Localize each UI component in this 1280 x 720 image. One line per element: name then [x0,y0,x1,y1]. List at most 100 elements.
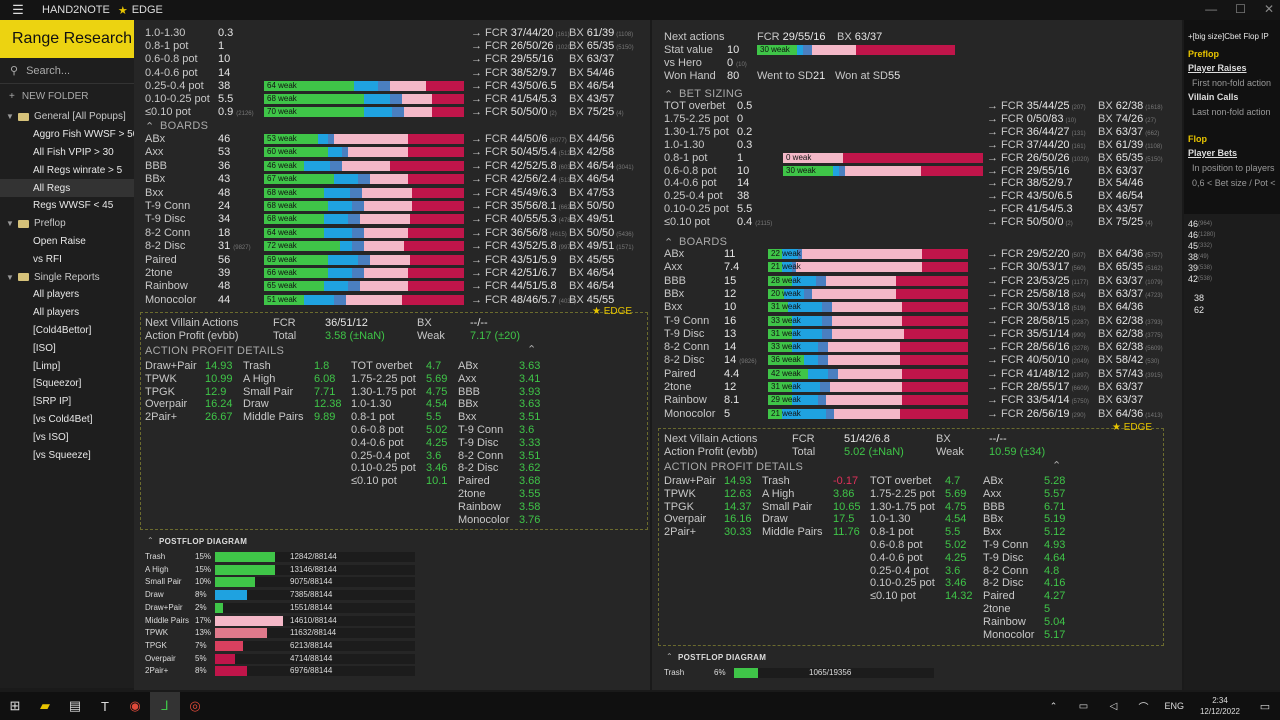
app-title: HAND2NOTE [42,4,110,16]
bar-segment [334,294,346,305]
stat-value: 18 [218,227,230,240]
sample-size: (10) [1065,117,1077,124]
minimize-button[interactable]: — [1205,2,1218,16]
nva-fcr-label: FCR [792,433,815,445]
search-input[interactable]: Search... [26,64,71,77]
bar-segment [264,254,328,265]
bx-value: 74/26 [1115,112,1144,125]
apd-value: 4.27 [1044,590,1066,603]
tradingview-icon[interactable]: T [101,698,109,714]
tree-report[interactable]: All Regs winrate > 5 [0,161,134,179]
apd-label: 0.8-1 pot [351,411,395,424]
sample-size: (6624) [558,205,576,211]
stat-value: 14 (9826) [724,354,757,367]
apd-label: Trash [762,475,790,487]
pd-fill [734,668,758,678]
new-folder-button[interactable]: + NEW FOLDER [0,84,134,108]
tree-report[interactable]: Aggro Fish WWSF > 50 [0,126,134,144]
notification-icon[interactable]: ▭ [1259,700,1271,713]
sample-size: (1020) [1071,156,1089,163]
stat-label: T-9 Disc [145,213,186,226]
chevron-up-icon[interactable]: ⌃ [145,121,155,133]
sample-size: (3278) [1071,346,1089,353]
app-icon[interactable]: ◎ [189,698,201,713]
wifi-icon[interactable]: ⌒ [1138,702,1149,714]
bx-cell: BX 65/35 (5162) [1098,261,1163,274]
menu-icon[interactable]: ☰ [12,2,24,17]
tree-report[interactable]: All Fish VPIP > 30 [0,144,134,162]
tree-report[interactable]: [vs Squeeze] [0,446,134,464]
chrome-icon[interactable]: ◉ [129,698,141,713]
bar-segment [324,281,348,292]
chevron-up-icon[interactable]: ⌃ [664,89,674,101]
notepad-icon[interactable]: ▤ [68,698,82,713]
nva-bx: --/-- [989,433,1007,445]
filter-player-bets[interactable]: Player Bets [1188,148,1238,158]
volume-icon[interactable]: ◁ [1109,700,1118,712]
tree-folder[interactable]: ▼ Single Reports [0,268,134,286]
bar-segment [902,315,968,326]
dashed-box [140,312,648,530]
tree-report[interactable]: [Squeezor] [0,375,134,393]
apd-value: 5.57 [1044,487,1066,500]
bx-label: BX [569,146,587,159]
arrow-icon: → FCR [471,280,511,293]
maximize-button[interactable]: ☐ [1235,2,1246,16]
apd-label: 2tone [458,488,486,500]
tree-report[interactable]: [Limp] [0,357,134,375]
bx-value: 58/42 [1115,354,1144,367]
apd-label: Small Pair [762,500,813,513]
fcr-cell: → FCR 45/49/6.3 [471,187,557,200]
tree-report[interactable]: [vs Cold4Bet] [0,411,134,429]
language-indicator[interactable]: ENG [1164,701,1184,711]
tree-report[interactable]: [SRP IP] [0,393,134,411]
filter-player-raises[interactable]: Player Raises [1188,63,1247,73]
bx-value: 50/50 [586,200,615,212]
chevron-up-icon[interactable]: ⌃ [527,344,537,356]
tray-chevron-icon[interactable]: ⌃ [1049,700,1058,711]
fcr-cell: → FCR 33/54/14 (5750) [987,394,1089,407]
chevron-up-icon[interactable]: ⌃ [666,652,674,661]
fcr-cell: → FCR 50/50/0 (2) [471,106,557,119]
bx-cell: BX 63/37 [569,53,614,66]
bar-label: 20 weak [771,288,801,298]
windows-start-icon[interactable]: ⊞ [9,698,21,713]
tree-report[interactable]: All Regs [0,179,134,197]
apd-label: BBx [983,513,1004,526]
arrow-icon: → FCR [987,407,1027,420]
chevron-up-icon[interactable]: ⌃ [147,536,155,545]
sample-size: (2) [549,111,557,118]
range-bar: 21 weak [768,408,968,419]
bar-segment [832,315,902,326]
file-explorer-icon[interactable]: ▰ [40,698,50,713]
tree-folder[interactable]: ▼ General [All Popups] [0,108,134,126]
hand2note-icon[interactable]: ⅃ [150,692,180,720]
tree-report[interactable]: vs RFI [0,250,134,268]
search-box[interactable]: ⚲ Search... [0,58,134,84]
bar-segment [792,382,820,392]
bar-segment [845,165,921,176]
tree-folder[interactable]: ▼ Preflop [0,215,134,233]
tree-report[interactable]: Regs WWSF < 45 [0,197,134,215]
network-icon[interactable]: ▭ [1078,700,1089,712]
bar-segment [796,45,803,55]
tree-report[interactable]: [ISO] [0,339,134,357]
clock[interactable]: 2:34 12/12/2022 [1190,695,1250,717]
chevron-down-icon: ▼ [6,219,14,229]
sidebar: Range Research ⚲ Search... + NEW FOLDER … [0,20,134,688]
fcr-value: 43/52/5.8 [510,240,557,253]
stat-value-num: 48 [218,280,231,293]
tree-report[interactable]: [Cold4Bettor] [0,322,134,340]
tree-report[interactable]: All players [0,286,134,304]
tree-report[interactable]: Open Raise [0,233,134,251]
bar-segment [904,328,968,339]
tree-report[interactable]: All players [0,304,134,322]
filter-villain-calls[interactable]: Villain Calls [1188,92,1239,102]
fcr-value: 37/44/20 [510,27,554,39]
stat-label: 2tone [145,267,173,279]
chevron-up-icon[interactable]: ⌃ [1052,460,1062,472]
chevron-up-icon[interactable]: ⌃ [664,237,674,249]
fcr-value: 42/56/2.4 [510,173,557,186]
close-button[interactable]: ✕ [1263,2,1274,16]
tree-report[interactable]: [vs ISO] [0,428,134,446]
